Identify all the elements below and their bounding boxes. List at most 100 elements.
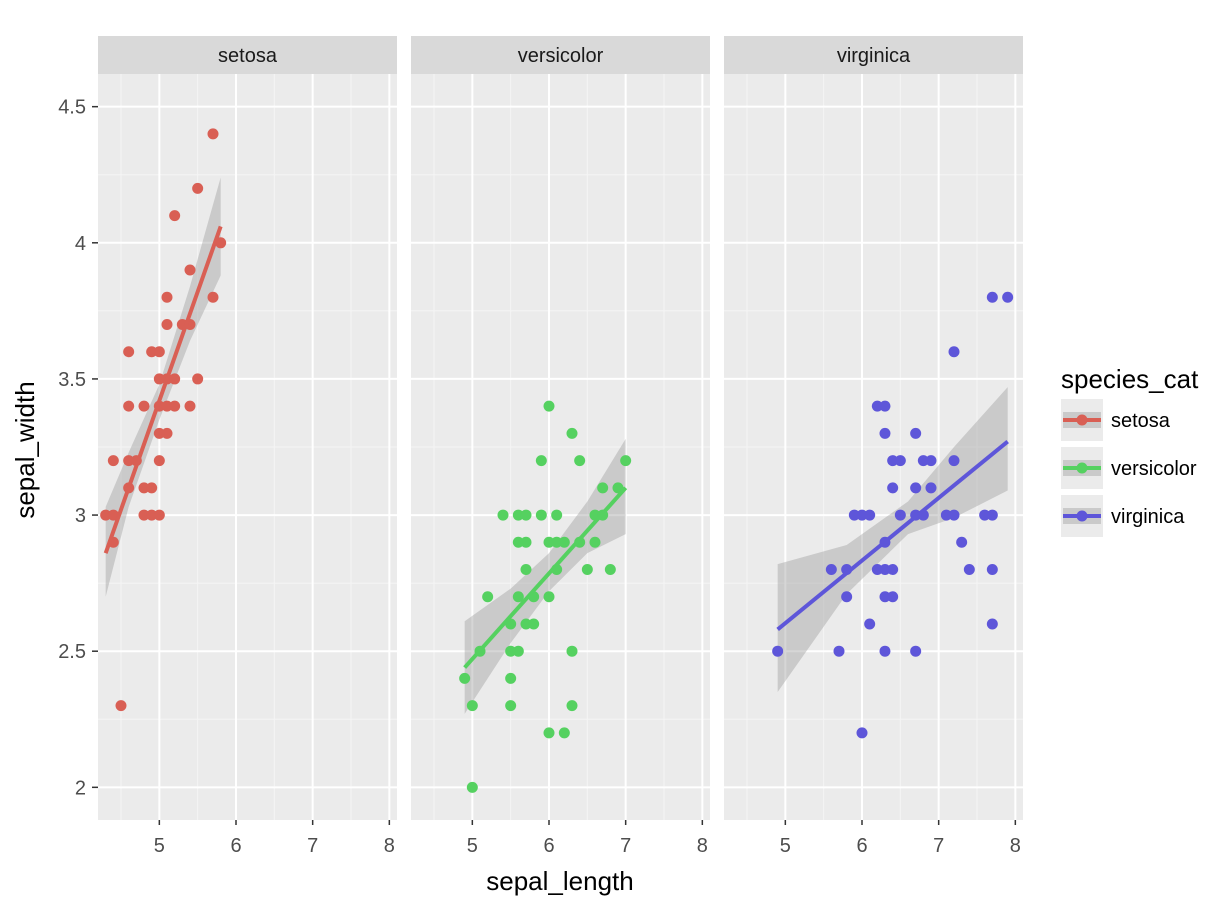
data-point [115,700,127,712]
y-tick-label: 4 [75,233,86,255]
data-point [879,645,891,657]
legend: species_cat setosa versicolor virginica [1061,364,1199,537]
data-point [841,591,853,603]
y-axis: 2 2.5 3 3.5 4 4.5 [58,97,98,799]
facet-panel-setosa: setosa 5 6 7 8 [98,36,397,857]
data-point [879,564,891,576]
data-point [146,482,158,494]
facet-strip-label: versicolor [518,45,604,67]
data-point [887,455,899,467]
data-point [558,727,570,739]
data-point [1002,291,1014,303]
data-point [123,346,135,358]
data-point [604,564,616,576]
data-point [864,509,876,521]
data-point [894,455,906,467]
data-point [887,482,899,494]
legend-key-point [1076,510,1088,522]
y-tick-label: 2 [75,777,86,799]
data-point [543,591,555,603]
data-point [169,400,181,412]
data-point [871,564,883,576]
x-tick-label: 6 [543,835,554,857]
data-point [535,509,547,521]
data-point [910,482,922,494]
data-point [551,536,563,548]
data-point [138,482,150,494]
data-point [146,509,158,521]
data-point [512,645,524,657]
data-point [887,591,899,603]
data-point [466,700,478,712]
facet-strip [98,36,397,74]
data-point [772,645,784,657]
data-point [581,564,593,576]
legend-label: setosa [1111,410,1171,432]
regression-line [103,225,223,554]
regression-line [463,486,628,669]
data-point [505,700,517,712]
data-point [482,591,494,603]
data-point [535,455,547,467]
data-point [948,455,960,467]
data-point [551,509,563,521]
data-point [520,536,532,548]
data-point [184,264,196,276]
data-point [138,509,150,521]
legend-title: species_cat [1061,364,1199,394]
x-tick-label: 7 [307,835,318,857]
data-point [979,509,991,521]
data-point [925,455,937,467]
x-tick-label: 8 [384,835,395,857]
data-point [153,509,165,521]
facet-strip-label: setosa [218,45,278,67]
legend-item-virginica: virginica [1061,495,1185,537]
data-point [856,509,868,521]
facet-strip-label: virginica [837,45,911,67]
legend-key-point [1076,462,1088,474]
x-tick-label: 5 [780,835,791,857]
data-point [620,455,632,467]
legend-label: versicolor [1111,458,1197,480]
data-point [161,400,173,412]
data-point [512,536,524,548]
y-tick-label: 3 [75,505,86,527]
data-point [543,536,555,548]
data-point [986,564,998,576]
x-tick-label: 7 [933,835,944,857]
x-tick-label: 5 [467,835,478,857]
y-tick-label: 3.5 [58,369,86,391]
y-axis-title: sepal_width [10,381,40,518]
x-tick-label: 8 [1010,835,1021,857]
data-point [825,564,837,576]
data-point [894,509,906,521]
data-point [574,455,586,467]
data-point [184,400,196,412]
facet-strip [411,36,710,74]
legend-label: virginica [1111,506,1185,528]
y-tick-label: 2.5 [58,641,86,663]
legend-item-versicolor: versicolor [1061,447,1197,489]
data-point [161,318,173,330]
data-point [963,564,975,576]
data-point [459,672,471,684]
data-point [161,427,173,439]
x-tick-label: 8 [697,835,708,857]
data-point [986,509,998,521]
data-point [107,455,119,467]
data-point [566,427,578,439]
data-point [917,455,929,467]
data-point [589,536,601,548]
data-point [910,427,922,439]
data-point [986,291,998,303]
data-point [161,291,173,303]
facet-panel-virginica: virginica 5 6 7 8 [724,36,1023,857]
data-point [520,618,532,630]
data-point [512,509,524,521]
data-point [910,645,922,657]
facet-panels: setosa 5 6 7 8 versicolor 5 6 7 8 virginica 5 6 7 8 [98,36,1023,857]
data-point [153,455,165,467]
data-point [100,509,112,521]
data-point [505,645,517,657]
